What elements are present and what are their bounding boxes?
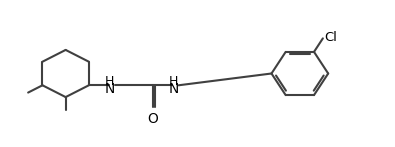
Text: H: H	[105, 75, 115, 88]
Text: H: H	[169, 75, 178, 88]
Text: Cl: Cl	[324, 31, 337, 44]
Text: N: N	[168, 82, 179, 96]
Text: N: N	[105, 82, 115, 96]
Text: O: O	[148, 112, 158, 126]
